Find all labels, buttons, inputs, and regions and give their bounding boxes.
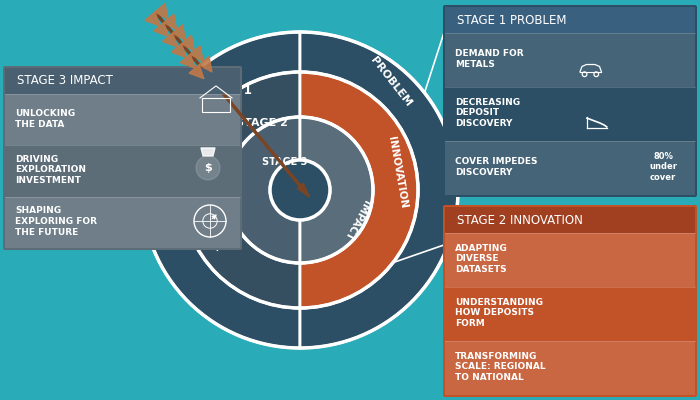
Polygon shape: [162, 33, 178, 47]
FancyBboxPatch shape: [443, 5, 697, 197]
Polygon shape: [298, 183, 309, 197]
Polygon shape: [199, 56, 212, 72]
Text: IMPACT: IMPACT: [342, 198, 371, 242]
Text: INNOVATION: INNOVATION: [386, 136, 408, 210]
Text: SHAPING
EXPLORING FOR
THE FUTURE: SHAPING EXPLORING FOR THE FUTURE: [15, 206, 97, 236]
Wedge shape: [300, 32, 458, 348]
Text: ⚙: ⚙: [201, 158, 215, 174]
Text: STAGE 3: STAGE 3: [262, 157, 307, 167]
FancyBboxPatch shape: [445, 207, 695, 233]
Wedge shape: [182, 72, 300, 308]
Polygon shape: [164, 14, 176, 30]
Polygon shape: [201, 148, 215, 156]
Polygon shape: [181, 35, 195, 51]
Text: STAGE 1 PROBLEM: STAGE 1 PROBLEM: [457, 14, 566, 26]
Text: DRIVING
EXPLORATION
INVESTMENT: DRIVING EXPLORATION INVESTMENT: [15, 155, 86, 185]
FancyBboxPatch shape: [445, 141, 695, 195]
Polygon shape: [145, 12, 160, 26]
Circle shape: [270, 160, 330, 220]
Polygon shape: [173, 25, 186, 40]
Text: ADAPTING
DIVERSE
DATASETS: ADAPTING DIVERSE DATASETS: [455, 244, 508, 274]
Text: STAGE 3 IMPACT: STAGE 3 IMPACT: [17, 74, 113, 88]
FancyBboxPatch shape: [5, 197, 240, 248]
Text: PROBLEM: PROBLEM: [368, 55, 413, 109]
Text: TRANSFORMING
SCALE: REGIONAL
TO NATIONAL: TRANSFORMING SCALE: REGIONAL TO NATIONAL: [455, 352, 545, 382]
FancyBboxPatch shape: [5, 94, 240, 145]
Text: DECREASING
DEPOSIT
DISCOVERY: DECREASING DEPOSIT DISCOVERY: [455, 98, 520, 128]
Text: STAGE 2 INNOVATION: STAGE 2 INNOVATION: [457, 214, 583, 226]
Polygon shape: [181, 54, 195, 68]
Text: STAGE 1: STAGE 1: [197, 84, 251, 97]
FancyBboxPatch shape: [445, 33, 695, 87]
FancyBboxPatch shape: [3, 66, 242, 250]
FancyBboxPatch shape: [445, 233, 695, 287]
Wedge shape: [227, 117, 300, 263]
Polygon shape: [172, 44, 186, 58]
FancyBboxPatch shape: [445, 7, 695, 33]
FancyBboxPatch shape: [5, 68, 240, 94]
FancyBboxPatch shape: [445, 341, 695, 395]
Wedge shape: [142, 32, 300, 348]
Text: STAGE 2: STAGE 2: [236, 118, 288, 128]
Text: 80%
under
cover: 80% under cover: [649, 152, 677, 182]
Polygon shape: [154, 22, 169, 36]
Polygon shape: [190, 46, 203, 62]
Text: $: $: [204, 163, 212, 173]
Text: COVER IMPEDES
DISCOVERY: COVER IMPEDES DISCOVERY: [455, 157, 538, 177]
Text: UNDERSTANDING
HOW DEPOSITS
FORM: UNDERSTANDING HOW DEPOSITS FORM: [455, 298, 543, 328]
Polygon shape: [155, 4, 168, 19]
Text: DEMAND FOR
METALS: DEMAND FOR METALS: [455, 49, 524, 69]
Wedge shape: [300, 72, 418, 308]
FancyBboxPatch shape: [443, 205, 697, 397]
Circle shape: [196, 156, 220, 180]
Wedge shape: [300, 117, 373, 263]
Text: UNLOCKING
THE DATA: UNLOCKING THE DATA: [15, 109, 75, 128]
Polygon shape: [189, 65, 204, 79]
